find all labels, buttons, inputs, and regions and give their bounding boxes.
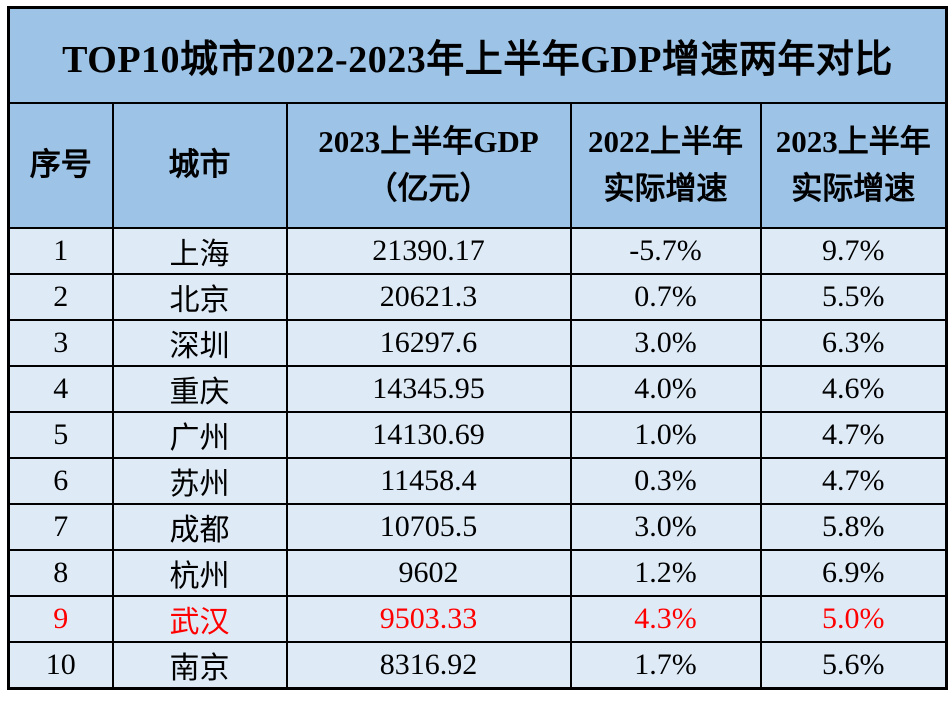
table-row: 10 南京 8316.92 1.7% 5.6% — [7, 641, 948, 690]
table-row: 2 北京 20621.3 0.7% 5.5% — [7, 273, 948, 321]
cell-gdp: 11458.4 — [285, 457, 572, 505]
header-cell-growth-2022: 2022上半年 实际增速 — [569, 102, 762, 229]
cell-growth-2023: 5.5% — [759, 273, 948, 321]
cell-gdp: 9602 — [285, 549, 572, 597]
cell-gdp: 21390.17 — [285, 227, 572, 275]
cell-city: 上海 — [111, 227, 288, 275]
cell-city: 深圳 — [111, 319, 288, 367]
cell-growth-2022: 1.0% — [569, 411, 762, 459]
cell-growth-2022: 0.3% — [569, 457, 762, 505]
cell-gdp: 8316.92 — [285, 641, 572, 690]
cell-growth-2022: 3.0% — [569, 503, 762, 551]
cell-growth-2023: 4.7% — [759, 411, 948, 459]
cell-growth-2022: -5.7% — [569, 227, 762, 275]
cell-city: 成都 — [111, 503, 288, 551]
cell-city: 北京 — [111, 273, 288, 321]
cell-city: 杭州 — [111, 549, 288, 597]
cell-growth-2023: 6.9% — [759, 549, 948, 597]
cell-rank: 7 — [7, 503, 114, 551]
table-row: 1 上海 21390.17 -5.7% 9.7% — [7, 227, 948, 275]
cell-growth-2023: 4.7% — [759, 457, 948, 505]
header-growth-2022-line2: 实际增速 — [603, 170, 728, 206]
cell-growth-2022: 1.7% — [569, 641, 762, 690]
header-cell-city: 城市 — [111, 102, 288, 229]
cell-gdp: 14345.95 — [285, 365, 572, 413]
cell-gdp: 10705.5 — [285, 503, 572, 551]
header-growth-2022-line1: 2022上半年 — [588, 124, 743, 159]
cell-rank: 5 — [7, 411, 114, 459]
cell-city: 重庆 — [111, 365, 288, 413]
header-growth-2023-line1: 2023上半年 — [775, 124, 931, 159]
cell-rank: 8 — [7, 549, 114, 597]
header-cell-growth-2023: 2023上半年 实际增速 — [759, 102, 948, 229]
cell-gdp: 14130.69 — [285, 411, 572, 459]
cell-growth-2022: 4.0% — [569, 365, 762, 413]
cell-growth-2023: 9.7% — [759, 227, 948, 275]
cell-city: 广州 — [111, 411, 288, 459]
cell-rank: 10 — [7, 641, 114, 690]
cell-growth-2022: 1.2% — [569, 549, 762, 597]
cell-growth-2023: 5.8% — [759, 503, 948, 551]
cell-growth-2022: 0.7% — [569, 273, 762, 321]
cell-city: 苏州 — [111, 457, 288, 505]
cell-growth-2023: 5.6% — [759, 641, 948, 690]
cell-gdp: 9503.33 — [285, 595, 572, 643]
cell-rank: 1 — [7, 227, 114, 275]
header-cell-gdp: 2023上半年GDP （亿元） — [285, 102, 572, 229]
table-row: 6 苏州 11458.4 0.3% 4.7% — [7, 457, 948, 505]
cell-city: 南京 — [111, 641, 288, 690]
title-row: TOP10城市2022-2023年上半年GDP增速两年对比 — [7, 6, 948, 104]
cell-rank: 6 — [7, 457, 114, 505]
header-gdp-label-line1: 2023上半年GDP — [318, 124, 539, 159]
cell-city: 武汉 — [111, 595, 288, 643]
cell-rank: 2 — [7, 273, 114, 321]
cell-gdp: 20621.3 — [285, 273, 572, 321]
cell-rank: 4 — [7, 365, 114, 413]
header-rank-label: 序号 — [29, 147, 92, 183]
header-gdp-label-line2: （亿元） — [366, 170, 491, 206]
cell-growth-2022: 3.0% — [569, 319, 762, 367]
table-row: 7 成都 10705.5 3.0% 5.8% — [7, 503, 948, 551]
header-city-label: 城市 — [168, 147, 231, 183]
table-row: 4 重庆 14345.95 4.0% 4.6% — [7, 365, 948, 413]
cell-growth-2023: 5.0% — [759, 595, 948, 643]
header-row: 序号 城市 2023上半年GDP （亿元） 2022上半年 实际增速 2023上… — [7, 102, 948, 229]
cell-growth-2022: 4.3% — [569, 595, 762, 643]
gdp-comparison-table: TOP10城市2022-2023年上半年GDP增速两年对比 序号 城市 2023… — [7, 6, 949, 690]
cell-rank: 3 — [7, 319, 114, 367]
cell-rank: 9 — [7, 595, 114, 643]
header-cell-rank: 序号 — [7, 102, 114, 229]
cell-growth-2023: 4.6% — [759, 365, 948, 413]
table-row-highlighted: 9 武汉 9503.33 4.3% 5.0% — [7, 595, 948, 643]
header-growth-2023-line2: 实际增速 — [791, 170, 916, 206]
table-row: 8 杭州 9602 1.2% 6.9% — [7, 549, 948, 597]
cell-growth-2023: 6.3% — [759, 319, 948, 367]
table-row: 3 深圳 16297.6 3.0% 6.3% — [7, 319, 948, 367]
table-row: 5 广州 14130.69 1.0% 4.7% — [7, 411, 948, 459]
table-title: TOP10城市2022-2023年上半年GDP增速两年对比 — [7, 6, 948, 104]
cell-gdp: 16297.6 — [285, 319, 572, 367]
